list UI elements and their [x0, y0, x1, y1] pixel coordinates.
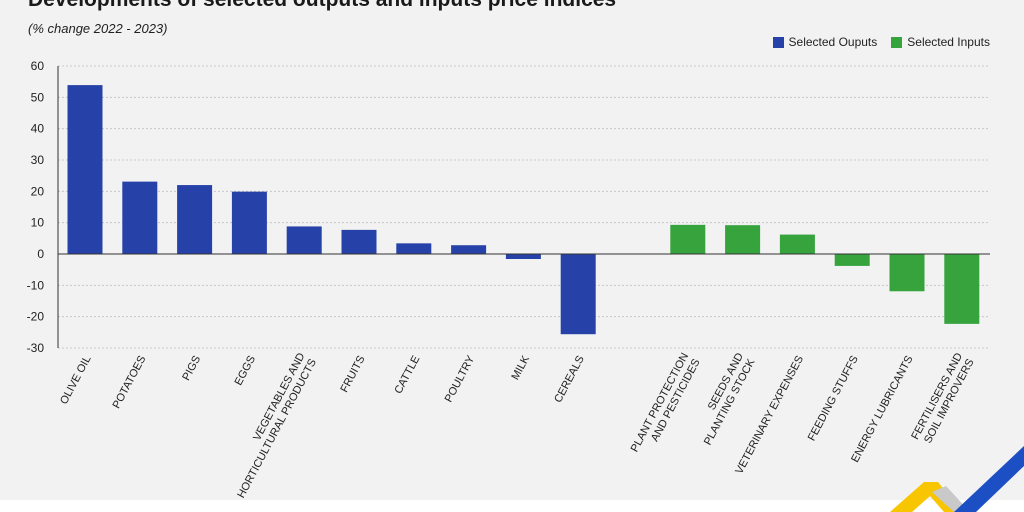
bar: [177, 185, 213, 254]
y-tick-label: -30: [27, 341, 45, 355]
bar: [122, 181, 158, 254]
bar: [67, 85, 103, 254]
legend-swatch-outputs: [772, 36, 784, 48]
y-tick-label: 50: [31, 90, 45, 104]
bar: [889, 254, 925, 292]
x-tick-label: CATTLE: [392, 354, 422, 396]
x-tick-label: FERTILISERS ANDSOIL IMPROVERS: [909, 351, 976, 448]
bar: [451, 245, 487, 254]
x-tick-label: PIGS: [180, 354, 203, 383]
legend-label-inputs: Selected Inputs: [907, 35, 990, 49]
y-tick-label: -20: [27, 310, 45, 324]
x-tick-label-line: POULTRY: [443, 353, 478, 404]
bar: [396, 243, 432, 254]
y-tick-label: 20: [31, 184, 45, 198]
legend-label-outputs: Selected Ouputs: [788, 35, 878, 49]
x-tick-label: FRUITS: [338, 354, 367, 395]
chart-subtitle: (% change 2022 - 2023): [28, 21, 168, 36]
chart-title: Developments of selected outputs and inp…: [28, 0, 616, 12]
y-tick-label: -10: [27, 278, 45, 292]
bar: [505, 254, 541, 260]
legend-item-inputs: Selected Inputs: [891, 35, 990, 49]
bar: [944, 254, 980, 324]
x-tick-label-line: EGGS: [233, 354, 259, 388]
footer-band: [0, 500, 1024, 512]
bar: [286, 226, 322, 254]
brand-logo-icon: [890, 446, 1024, 512]
bar: [560, 254, 596, 335]
x-tick-label: OLIVE OIL: [58, 354, 94, 407]
x-tick-label-line: CEREALS: [552, 354, 587, 405]
bar: [725, 225, 761, 254]
bar: [834, 254, 870, 266]
x-tick-label-line: CATTLE: [392, 354, 422, 396]
x-tick-label: POTATOES: [111, 354, 149, 411]
x-tick-label-line: OLIVE OIL: [58, 354, 94, 407]
bar: [341, 229, 377, 254]
legend-item-outputs: Selected Ouputs: [772, 35, 878, 49]
x-tick-label-line: FEEDING STUFFS: [806, 354, 861, 443]
x-tick-label: MILK: [509, 353, 532, 382]
y-tick-label: 0: [37, 247, 44, 261]
y-tick-label: 60: [31, 59, 45, 73]
chart-legend: Selected Ouputs Selected Inputs: [772, 35, 990, 49]
x-tick-label-line: POTATOES: [111, 354, 149, 411]
x-tick-label-line: HORTICULTURAL PRODUCTS: [235, 357, 319, 500]
bar: [670, 224, 706, 254]
bar: [231, 191, 267, 254]
x-tick-label: EGGS: [233, 354, 259, 388]
legend-swatch-inputs: [891, 36, 903, 48]
x-tick-label-line: FRUITS: [338, 354, 367, 395]
x-tick-label-line: MILK: [509, 353, 532, 382]
y-tick-label: 30: [31, 153, 45, 167]
bar: [779, 234, 815, 254]
x-tick-label: PLANT PROTECTIONAND PESTICIDES: [629, 351, 703, 460]
y-tick-label: 10: [31, 216, 45, 230]
y-tick-label: 40: [31, 122, 45, 136]
x-tick-label-line: PIGS: [180, 354, 203, 383]
x-tick-label: CEREALS: [552, 354, 587, 405]
x-tick-label: POULTRY: [443, 353, 478, 404]
x-tick-label: FEEDING STUFFS: [806, 354, 861, 443]
